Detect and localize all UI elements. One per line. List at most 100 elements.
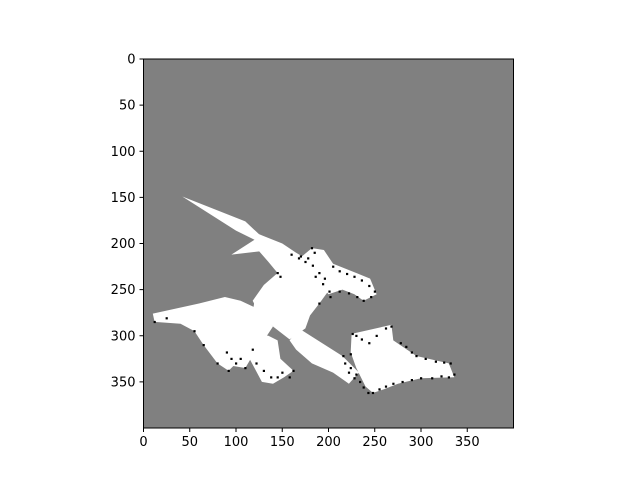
occupied-cell [323, 277, 326, 280]
occupied-cell [399, 342, 402, 345]
occupied-cell [304, 260, 307, 264]
occupied-cell [371, 391, 375, 395]
y-tick-label: 250 [111, 283, 136, 298]
free-space-region-1 [252, 234, 330, 340]
occupied-cell [449, 362, 452, 365]
occupied-cell [292, 369, 295, 372]
occupied-cell [342, 355, 345, 358]
occupied-cell [362, 299, 365, 302]
occupied-cell [424, 357, 427, 360]
occupied-cell [239, 357, 242, 360]
occupied-cell [338, 270, 341, 273]
occupied-cell [378, 388, 381, 391]
occupied-cell [420, 377, 423, 380]
occupied-cell [415, 355, 418, 358]
occupied-cell [410, 351, 413, 354]
occupied-cell [216, 362, 219, 365]
occupied-cell [311, 264, 314, 267]
x-tick-label: 350 [455, 435, 480, 450]
y-tick-label: 300 [111, 329, 136, 344]
occupied-cell [347, 371, 351, 374]
occupied-cell [202, 344, 205, 347]
occupied-cell [355, 334, 358, 337]
free-space-region-4 [300, 248, 377, 301]
free-space-region-0 [182, 196, 278, 255]
occupied-cell [193, 330, 196, 333]
occupied-cell [353, 377, 356, 380]
x-tick-label: 150 [270, 435, 295, 450]
y-tick-label: 350 [111, 375, 136, 390]
occupied-cell [262, 369, 265, 372]
occupied-cell [276, 272, 279, 275]
occupied-cell [368, 284, 371, 288]
occupied-cell [434, 360, 437, 363]
occupied-cell [359, 380, 362, 384]
occupied-cell [453, 373, 456, 376]
x-tick-label: 200 [316, 435, 341, 450]
occupied-cell [165, 317, 168, 320]
occupied-cell [332, 265, 335, 268]
y-tick-label: 100 [111, 145, 136, 160]
occupied-cell [346, 272, 349, 276]
occupied-cell [410, 379, 413, 382]
occupied-cell [322, 283, 325, 286]
occupied-cell [355, 373, 358, 376]
occupied-cell [297, 257, 301, 260]
occupied-cell [431, 377, 434, 380]
occupied-cell [447, 376, 450, 379]
occupied-cell [318, 272, 321, 275]
occupied-cell [384, 385, 388, 388]
occupied-cell [299, 255, 302, 258]
occupied-cell [360, 338, 363, 341]
y-axis: 0 50 100 150 200 250 300 350 [111, 53, 144, 390]
occupied-cell [251, 348, 254, 351]
occupied-cell [390, 325, 393, 328]
y-tick-label: 150 [111, 191, 136, 206]
occupied-cell [375, 334, 378, 337]
occupied-cell [347, 292, 351, 295]
free-space-region-6 [247, 333, 294, 384]
occupied-cell [318, 302, 321, 305]
free-space-region-8 [252, 300, 273, 318]
occupied-cell [349, 367, 352, 370]
occupancy-map [152, 196, 456, 395]
occupied-cell [279, 275, 282, 278]
occupied-cell [255, 362, 258, 365]
occupied-cell [370, 296, 373, 299]
occupied-cell [235, 362, 238, 365]
free-space-region-3 [350, 324, 455, 393]
occupied-cell [227, 369, 230, 372]
occupied-cell [328, 290, 331, 293]
y-tick-label: 200 [111, 237, 136, 252]
x-tick-label: 100 [224, 435, 249, 450]
occupied-cell [349, 353, 352, 356]
occupied-cell [244, 367, 247, 370]
occupied-cell [329, 296, 332, 299]
occupied-cell [368, 342, 371, 345]
x-tick-label: 250 [362, 435, 387, 450]
occupied-cell [440, 375, 443, 378]
occupied-cell [392, 382, 395, 385]
free-space-region-2 [289, 328, 359, 384]
x-tick-label: 0 [139, 435, 147, 450]
occupied-cell [338, 290, 341, 293]
occupied-cell [225, 351, 228, 354]
occupied-cell [384, 327, 388, 330]
occupied-cell [270, 376, 273, 379]
occupied-cell [401, 380, 404, 384]
occupied-cell [314, 275, 317, 278]
x-axis: 0 50 100 150 200 250 300 350 [139, 428, 480, 450]
occupied-cell [443, 361, 446, 364]
occupied-cell [367, 391, 370, 395]
x-tick-label: 300 [409, 435, 434, 450]
occupied-cell [362, 386, 365, 389]
occupied-cell [288, 376, 291, 379]
occupied-cell [344, 362, 347, 365]
occupied-cell [351, 332, 354, 336]
occupied-cell [405, 345, 408, 348]
occupied-cell [356, 296, 359, 299]
y-tick-label: 0 [127, 53, 135, 68]
occupied-cell [373, 290, 376, 293]
occupied-cell [230, 357, 233, 360]
